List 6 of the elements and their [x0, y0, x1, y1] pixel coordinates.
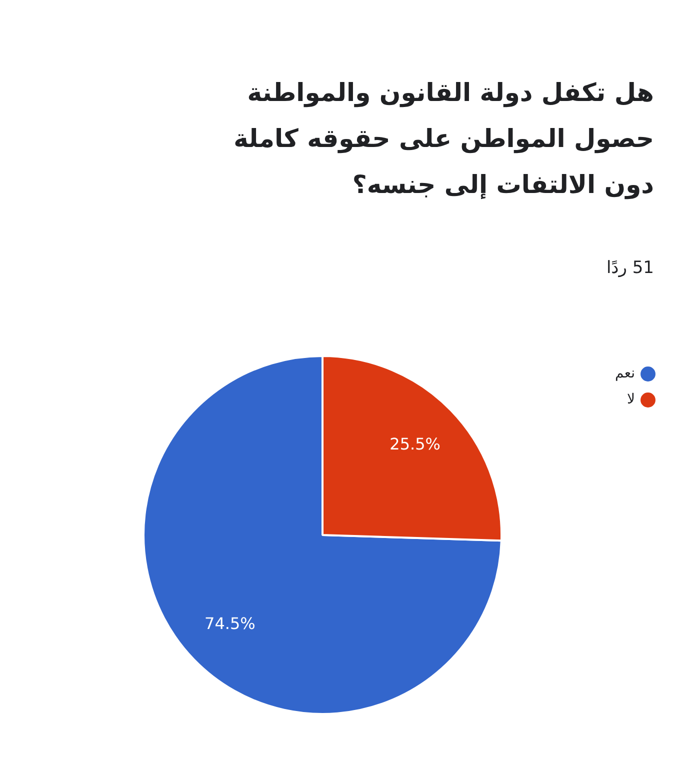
chart-title: هل تكفل دولة القانون والمواطنة حصول المواطن على حقوقه كاملة دون الالتفات إلى جنسه؟ [232, 77, 654, 202]
legend-label: نعم [615, 366, 635, 382]
legend-label: لا [627, 392, 635, 408]
data-label: 74.5% [204, 614, 256, 633]
chart-subtitle: 51 ردًا [606, 258, 654, 278]
data-label: 25.5% [390, 434, 440, 454]
